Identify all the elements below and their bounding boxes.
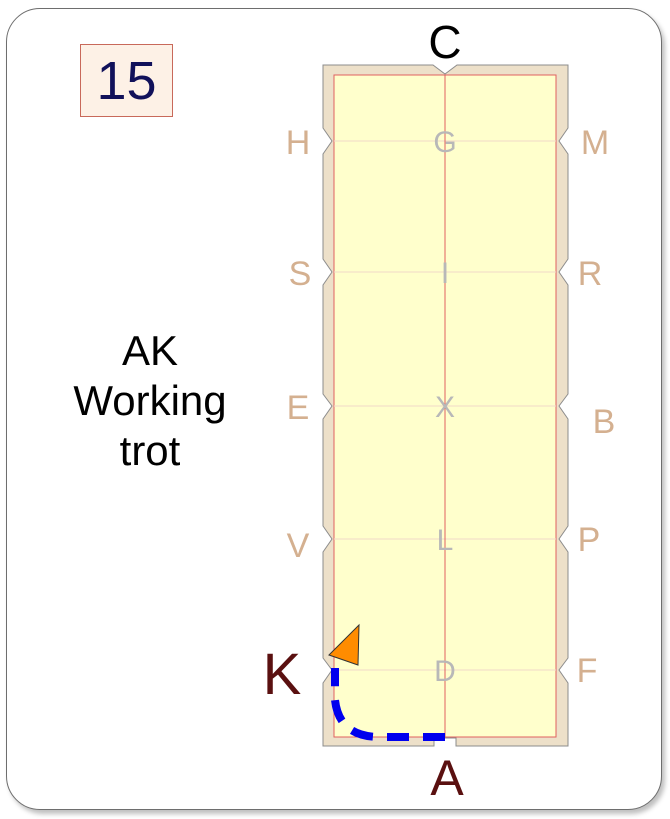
movement-line-3: trot [119,427,181,474]
letter-P: P [578,521,601,559]
letter-E: E [287,389,310,427]
movement-line-1: AK [121,327,179,374]
letter-D: D [434,655,456,688]
letter-K: K [263,642,302,707]
test-number: 15 [96,50,157,111]
movement-line-2: Working [73,377,227,424]
movement-description: AK Working trot [40,326,260,476]
ride-path [331,668,445,741]
letter-X: X [435,391,455,424]
letter-A: A [430,750,464,806]
test-number-box: 15 [80,44,173,117]
letter-L: L [437,524,454,557]
letter-S: S [289,255,312,293]
letter-C: C [428,16,461,68]
letter-H: H [286,124,311,162]
letter-M: M [581,124,609,162]
direction-arrow [328,623,360,666]
letter-B: B [593,403,616,441]
letter-R: R [578,255,603,293]
letter-I: I [441,257,449,290]
letter-V: V [287,527,310,565]
letter-F: F [577,652,598,690]
letter-G: G [433,126,456,159]
